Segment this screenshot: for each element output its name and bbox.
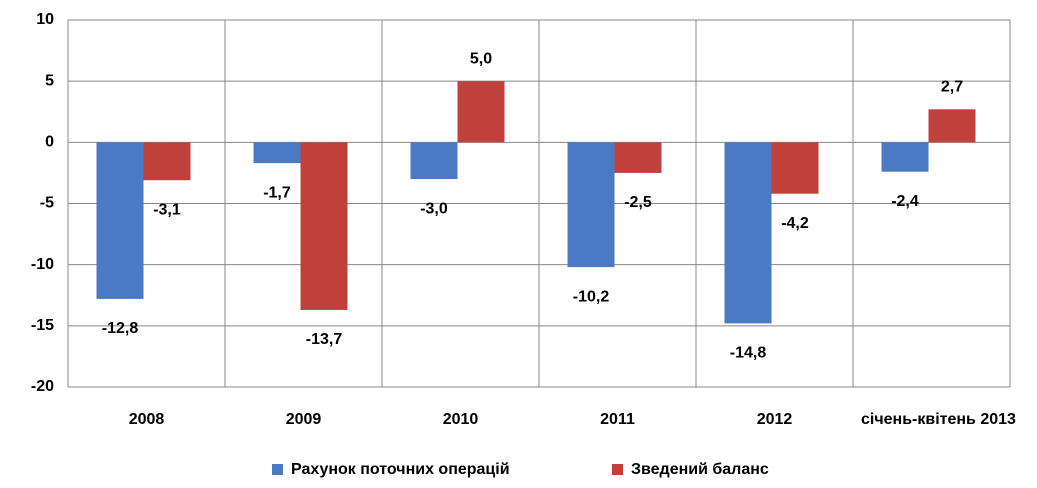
x-tick-label: 2009 xyxy=(285,411,322,428)
y-tick-label: -10 xyxy=(31,256,54,273)
y-tick-label: -20 xyxy=(31,378,54,395)
value-label: -2,5 xyxy=(624,194,652,211)
bar xyxy=(410,142,458,180)
value-label: -4,2 xyxy=(781,215,809,232)
y-tick-label: 0 xyxy=(45,134,54,151)
bar xyxy=(143,142,191,181)
legend-entry: Рахунок поточних операцій xyxy=(272,460,510,480)
legend-label: Зведений баланс xyxy=(631,461,769,478)
bar xyxy=(300,142,348,310)
bar xyxy=(253,142,301,164)
value-label: 5,0 xyxy=(470,50,492,67)
bar xyxy=(457,81,505,143)
value-label: -2,4 xyxy=(891,193,919,210)
value-label: 2,7 xyxy=(941,79,963,96)
legend-swatch xyxy=(612,464,623,475)
y-tick-label: 10 xyxy=(36,11,54,28)
value-label: -1,7 xyxy=(263,184,291,201)
x-tick-label: 2008 xyxy=(128,411,165,428)
value-label: -3,1 xyxy=(153,201,181,218)
value-label: -10,2 xyxy=(573,288,610,305)
bar xyxy=(614,142,662,173)
bar xyxy=(96,142,144,299)
x-tick-label: 2012 xyxy=(756,411,793,428)
bar xyxy=(928,109,976,143)
bar xyxy=(881,142,929,172)
legend-swatch xyxy=(272,464,283,475)
value-label: -14,8 xyxy=(730,345,767,362)
value-label: -12,8 xyxy=(102,320,139,337)
legend-label: Рахунок поточних операцій xyxy=(291,461,510,478)
value-label: -13,7 xyxy=(306,331,343,348)
value-label: -3,0 xyxy=(420,200,448,217)
y-tick-label: -5 xyxy=(40,195,54,212)
bar xyxy=(724,142,772,324)
x-tick-label: січень-квітень 2013 xyxy=(861,411,1016,428)
bar xyxy=(567,142,615,268)
y-tick-label: 5 xyxy=(45,72,54,89)
y-tick-label: -15 xyxy=(31,317,54,334)
bar xyxy=(771,142,819,194)
legend-entry: Зведений баланс xyxy=(612,460,769,480)
x-tick-label: 2011 xyxy=(600,411,635,428)
x-tick-label: 2010 xyxy=(442,411,479,428)
